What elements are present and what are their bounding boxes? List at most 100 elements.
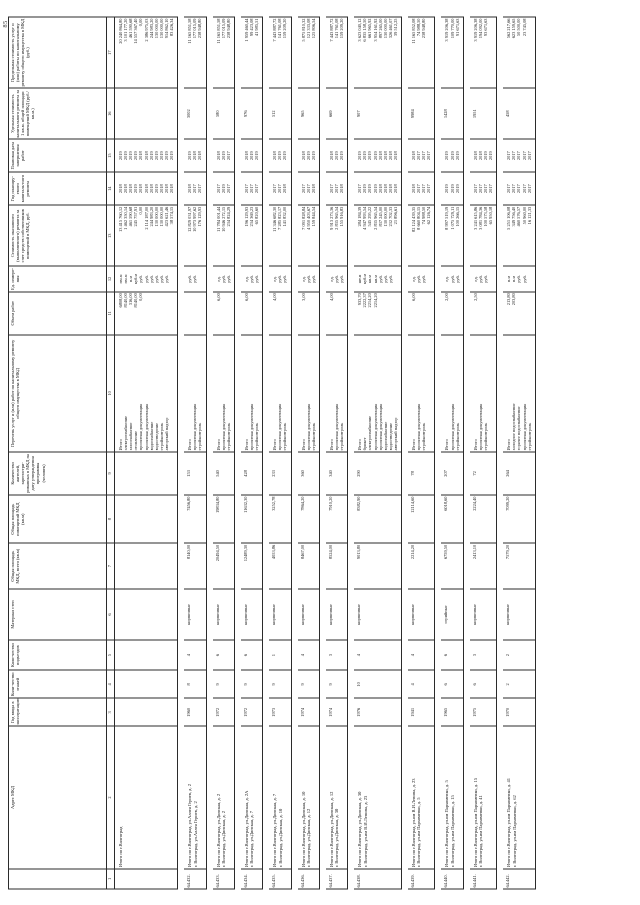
cell-floors: 6 [440, 669, 464, 698]
cell-unit: ед. руб. руб. [440, 265, 464, 292]
cell-year-built: 1974 [297, 697, 320, 726]
cell-year-built: 1970 [502, 697, 536, 726]
cell-wall-material: кирпичные [297, 588, 320, 640]
cell-unit-cost: 907 [353, 87, 402, 139]
cell-address: Итого по г.Волгоград, ул.Динская, д. 30 … [353, 725, 402, 869]
cell-entrances: 2 [502, 639, 536, 670]
cell-address: Итого по г.Волгоград, ул.им В.И.Ленина, … [407, 725, 435, 869]
colnum-10: 10 [106, 334, 115, 452]
cell-year-built: 1972 [240, 697, 263, 726]
cell-planned-year: 2018 2017 2017 [183, 171, 207, 205]
header-label-row: Адрес МКД Год ввода в эксплуатацию Коли-… [8, 16, 107, 889]
cell-unit: п.м п.м руб. руб. [502, 265, 536, 292]
cell-residents: 340 [325, 451, 348, 495]
cell-address: Итого по г.Волгоград, ул.Аллея Героев, д… [183, 725, 207, 869]
cell-planned-year: 2019 2019 2019 [440, 171, 464, 205]
cell-unit: шт.м куб.м кв.м кв.м руб. руб. руб. [353, 265, 402, 292]
table-row[interactable]: 64.435. Итого по г.Волгоград, ул.Динская,… [268, 16, 292, 889]
cell-limit-cost: 3 919 206,38 194 092,00 93 671,63 [469, 16, 497, 88]
cell-entrances: 3 [325, 639, 348, 670]
cell-year-built: 1941 [407, 697, 435, 726]
cell-floors: 9 [240, 669, 263, 698]
cell-unit-cost: 1951 [469, 87, 497, 139]
cell-wall-material: серийные [440, 588, 464, 640]
cell-works-list: Итого холодное водоснабжение горячее вод… [502, 334, 536, 452]
cell-wall-material: кирпичные [325, 588, 348, 640]
header-cell-premises-area: Общая площадь помещений МКД (кв.м) [8, 494, 107, 543]
cell-premises-area: 12114,60 [407, 494, 435, 543]
cell-works-list: Итого проектная документация стройконтро… [212, 334, 235, 452]
cell-total-area: 12489,30 [240, 542, 263, 589]
cell-unit-cost: 976 [240, 87, 263, 139]
cell-planned-year: 2017 2017 2017 2017 [469, 171, 497, 205]
cell-planned-date: 2019 2019 2019 [440, 138, 464, 172]
cell-work-volume: 6,00 [240, 291, 263, 335]
table-row[interactable]: 64.437. Итого по г.Волгоград, ул.Динская,… [325, 16, 348, 889]
cell-wall-material [114, 588, 178, 640]
cell-entrances: 4 [297, 639, 320, 670]
cell-entrances: 6 [440, 639, 464, 670]
cell-total-area: 8524,00 [325, 542, 348, 589]
cell-limit-cost: 11 165 851,58 177 015,09 238 948,80 [212, 16, 235, 88]
header-cell-works-list: Перечень услуг и (или) работ по капиталь… [8, 334, 107, 452]
cell-total-area: 2214,20 [407, 542, 435, 589]
table-row[interactable]: 64.438. Итого по г.Волгоград, ул.Динская,… [353, 16, 402, 889]
cell-limit-cost: 3 623 040,12 6 835 158,50 661 965,92 3 9… [353, 16, 402, 88]
cell-cost: 196 129,93 234 369,23 65 820,60 [240, 204, 263, 266]
cell-index: 64.438. [353, 868, 402, 889]
cell-wall-material: кирпичные [407, 588, 435, 640]
cell-floors: 9 [268, 669, 292, 698]
header-cell-floors: Коли-чество этажей [8, 669, 107, 698]
cell-address: Итого по г.Волгоград, ул.Динская, д. 10 … [297, 725, 320, 869]
table-row[interactable]: 64.432. Итого по г.Волгоград, ул.Аллея Ге… [183, 16, 207, 889]
cell-total-area: 20494,50 [212, 542, 235, 589]
cell-year-built: 1974 [325, 697, 348, 726]
cell-planned-year: 2018 2017 2017 2017 [407, 171, 435, 205]
cell-floors: 6 [469, 669, 497, 698]
header-cell-year-built: Год ввода в эксплуатацию [8, 697, 107, 726]
cell-residents: 290 [353, 451, 402, 495]
colnum-15: 15 [106, 138, 115, 172]
cell-index: 64.439. [407, 868, 435, 889]
cell-index: 64.435. [268, 868, 292, 889]
cell-residents: 360 [297, 451, 320, 495]
cell-wall-material: кирпичные [469, 588, 497, 640]
cell-limit-cost: 11 165 852,08 74 988,50 238 948,80 [407, 16, 435, 88]
cell-entrances: 1 [268, 639, 292, 670]
colnum-2: 2 [106, 725, 115, 869]
table-row[interactable]: 64.436. Итого по г.Волгоград, ул.Динская,… [297, 16, 320, 889]
cell-index: 64.440. [440, 868, 464, 889]
cell-year-built: 1972 [212, 697, 235, 726]
cell-address: Итого по г.Волгоград, ул.Динская, д. 12 … [325, 725, 348, 869]
cell-premises-area: 19834,80 [212, 494, 235, 543]
table-row[interactable]: 64.441. Итого по г.Волгоград, ул.им Пархо… [469, 16, 497, 889]
cell-work-volume: 213,80 203,80 [502, 291, 536, 335]
table-row[interactable]: 64.440. Итого по г.Волгоград, ул.им Пархо… [440, 16, 464, 889]
cell-floors: 8 [183, 669, 207, 698]
cell-limit-cost: 7 443 887,72 141 761,08 159 209,20 [325, 16, 348, 88]
table-row[interactable]: 64.434. Итого по г.Волгоград, ул.Динская,… [240, 16, 263, 889]
cell-wall-material: кирпичные [212, 588, 235, 640]
cell-wall-material: кирпичные [240, 588, 263, 640]
cell-planned-date: 2018 2018 2019 2019 [469, 138, 497, 172]
cell-unit-cost: 458 [502, 87, 536, 139]
cell-unit: пм.м пм.м п.м куб.м руб. руб. руб. руб. … [114, 265, 178, 292]
cell-unit: ед. руб. руб. [407, 265, 435, 292]
table-row[interactable]: 64.433. Итого по г.Волгоград, ул.Динская,… [212, 16, 235, 889]
table-row[interactable]: 64.439. Итого по г.Волгоград, ул.им В.И.Л… [407, 16, 435, 889]
cell-planned-year: 2018 2018 2018 2019 2018 2018 2018 2019 … [114, 171, 178, 205]
cell-premises-area: 11632,30 [240, 494, 263, 543]
cell-entrances: 4 [407, 639, 435, 670]
cell-planned-date: 2019 2019 2019 2019 2018 2018 2018 2018 [353, 138, 402, 172]
table-row[interactable]: Итого по г.Волгоград Итого электроснабжен… [114, 16, 178, 889]
table-row[interactable]: 64.442. Итого по г.Волгоград, ул.им Пархо… [502, 16, 536, 889]
cell-premises-area: 2224,40 [469, 494, 497, 543]
header-cell-planned-year: Год планиру-емого капиталь-ного ремонта [8, 171, 107, 205]
cell-premises-area: 7099,20 [502, 494, 536, 543]
cell-work-volume: 2,00 [440, 291, 464, 335]
cell-unit-cost: 1428 [440, 87, 464, 139]
cell-index: 64.436. [297, 868, 320, 889]
header-cell-planned-date: Плановая дата завершения работ [8, 138, 107, 172]
colnum-8: 8 [106, 494, 115, 543]
